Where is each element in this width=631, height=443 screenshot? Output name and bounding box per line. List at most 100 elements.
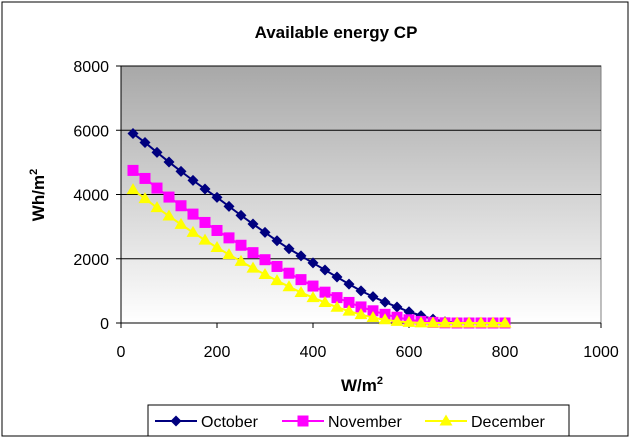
data-point-december — [186, 225, 200, 237]
data-point-december — [294, 285, 308, 297]
data-point-november — [319, 286, 331, 298]
y-tick-label: 8000 — [73, 59, 109, 76]
legend-box — [147, 404, 570, 437]
data-point-october — [127, 127, 139, 139]
data-point-october — [343, 278, 355, 290]
chart-title: Available energy CP — [255, 23, 418, 42]
x-axis-label: W/m2 — [341, 375, 383, 395]
data-point-october — [151, 146, 163, 158]
x-tick-label: 600 — [396, 344, 423, 361]
data-point-december — [402, 315, 416, 327]
data-point-november — [235, 239, 247, 251]
data-point-december — [354, 308, 368, 320]
y-tick-label: 2000 — [73, 252, 109, 269]
y-axis-label-text: Wh/m — [29, 175, 48, 221]
data-point-october — [259, 226, 271, 238]
data-point-november — [295, 274, 307, 286]
data-point-october — [175, 165, 187, 177]
data-point-november — [175, 200, 187, 212]
legend-label-november: November — [328, 414, 402, 431]
data-point-december — [150, 201, 164, 213]
x-tick-label: 200 — [204, 344, 231, 361]
data-point-november — [163, 191, 175, 203]
data-point-november — [223, 232, 235, 244]
data-point-november — [271, 260, 283, 272]
data-point-december — [438, 316, 452, 328]
data-point-december — [342, 304, 356, 316]
data-point-november — [139, 172, 151, 184]
data-point-october — [235, 209, 247, 221]
y-tick-label: 0 — [100, 316, 109, 333]
data-point-december — [450, 316, 464, 328]
data-point-december — [258, 267, 272, 279]
data-point-october — [223, 200, 235, 212]
y-axis-label: Wh/m2 — [28, 169, 48, 221]
data-point-december — [474, 316, 488, 328]
data-point-november — [211, 224, 223, 236]
data-point-december — [270, 274, 284, 286]
data-point-december — [426, 316, 440, 328]
data-point-december — [210, 241, 224, 253]
x-tick-label: 0 — [117, 344, 126, 361]
data-point-october — [355, 285, 367, 297]
legend-item-november: November — [282, 414, 402, 431]
legend: October November December — [147, 404, 570, 437]
data-point-december — [486, 316, 500, 328]
x-axis-label-text: W/m — [341, 376, 377, 395]
y-tick-label: 4000 — [73, 188, 109, 205]
data-point-october — [283, 243, 295, 255]
legend-label-december: December — [471, 414, 545, 431]
legend-items: October November December — [155, 414, 545, 431]
data-point-november — [259, 254, 271, 266]
data-point-december — [222, 248, 236, 260]
series-group — [126, 127, 512, 329]
data-point-november — [343, 296, 355, 308]
data-point-december — [198, 233, 212, 245]
data-point-october — [331, 271, 343, 283]
y-axis-label-superscript: 2 — [28, 169, 40, 175]
data-point-december — [174, 217, 188, 229]
y-tick-label: 6000 — [73, 123, 109, 140]
data-point-december — [414, 316, 428, 328]
data-point-december — [498, 316, 512, 328]
data-point-december — [318, 295, 332, 307]
data-point-december — [366, 311, 380, 323]
grid-lines — [121, 65, 601, 260]
x-axis-label-superscript: 2 — [377, 375, 383, 387]
data-point-december — [162, 209, 176, 221]
legend-marker-october — [170, 415, 182, 427]
data-point-october — [139, 136, 151, 148]
data-point-november — [307, 280, 319, 292]
data-point-november — [151, 182, 163, 194]
data-point-december — [390, 314, 404, 326]
legend-marker-november — [297, 415, 309, 427]
y-axis-ticks: 0 2000 4000 6000 8000 — [73, 59, 121, 333]
x-tick-label: 800 — [492, 344, 519, 361]
data-point-november — [283, 267, 295, 279]
x-axis-ticks: 0 200 400 600 800 1000 — [117, 66, 619, 361]
data-point-november — [367, 305, 379, 317]
data-point-december — [378, 313, 392, 325]
data-point-december — [462, 316, 476, 328]
data-point-december — [234, 254, 248, 266]
data-point-october — [187, 174, 199, 186]
data-point-october — [211, 191, 223, 203]
series-december — [126, 183, 512, 328]
data-point-october — [379, 296, 391, 308]
data-point-november — [187, 208, 199, 220]
data-point-december — [126, 183, 140, 195]
data-point-october — [295, 250, 307, 262]
data-point-october — [163, 156, 175, 168]
x-tick-label: 1000 — [583, 344, 619, 361]
data-point-october — [199, 183, 211, 195]
data-point-november — [355, 301, 367, 313]
data-point-november — [331, 292, 343, 304]
legend-item-december: December — [425, 414, 545, 431]
data-point-october — [307, 257, 319, 269]
legend-label-october: October — [201, 414, 259, 431]
data-point-october — [319, 264, 331, 276]
legend-item-october: October — [155, 414, 259, 431]
x-tick-label: 400 — [300, 344, 327, 361]
